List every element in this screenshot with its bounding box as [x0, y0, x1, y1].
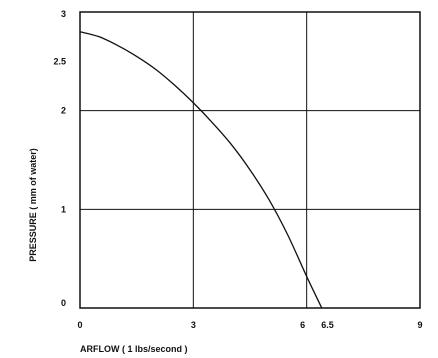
x-tick-label: 0 [77, 320, 82, 330]
y-axis-title: PRESSURE ( mm of water) [28, 148, 38, 262]
x-tick-label: 6 [300, 320, 305, 330]
grid-lines [80, 12, 420, 308]
y-tick-label: 2 [61, 106, 66, 116]
y-tick-labels: 0 1 2 2.5 3 [53, 9, 66, 308]
x-tick-label: 9 [417, 320, 422, 330]
plot-frame [79, 11, 421, 309]
y-tick-label: 1 [61, 204, 66, 214]
x-tick-label: 3 [191, 320, 196, 330]
x-tick-labels: 0 3 6 6.5 9 [77, 320, 422, 330]
y-tick-label: 3 [61, 9, 66, 19]
y-tick-label: 0 [61, 298, 66, 308]
pressure-curve [79, 31, 323, 309]
y-tick-label: 2.5 [53, 56, 66, 66]
x-tick-label: 6.5 [321, 320, 334, 330]
x-axis-title: ARFLOW ( 1 lbs/second ) [80, 344, 188, 354]
